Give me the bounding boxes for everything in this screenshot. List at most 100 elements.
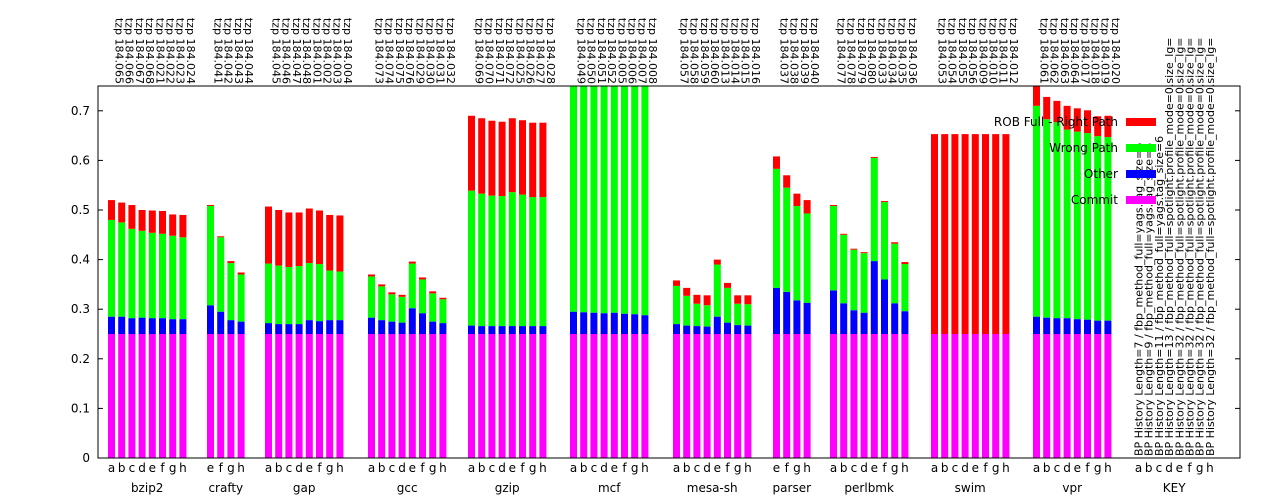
bar-segment-mesa-sh-a-2 <box>673 285 680 325</box>
bar-segment-perlbmk-f-1 <box>881 279 888 334</box>
bar-letter-label: g <box>631 461 639 475</box>
bar-segment-mesa-sh-e-2 <box>713 264 721 317</box>
bar-segment-mesa-sh-g-3 <box>734 295 742 304</box>
bar-letter-label: e <box>611 461 618 475</box>
bar-segment-vpr-b-0 <box>1043 334 1051 458</box>
bar-segment-swim-d-0 <box>961 334 969 458</box>
bar-letter-label: g <box>169 461 177 475</box>
bar-segment-bzip2-b-2 <box>118 222 126 317</box>
bar-segment-gzip-f-1 <box>519 326 526 334</box>
bar-segment-bzip2-c-2 <box>128 228 136 319</box>
bar-segment-vpr-b-2 <box>1043 119 1051 318</box>
key-description: BP History Length=13 / fbp_method_full=s… <box>1163 37 1176 456</box>
bar-segment-gcc-f-1 <box>419 313 426 334</box>
bar-segment-bzip2-f-0 <box>159 334 166 458</box>
benchmark-label-mesa-sh: mesa-sh <box>687 481 738 495</box>
bar-segment-mesa-sh-d-2 <box>703 305 711 327</box>
bar-top-label: tzp 184.038 <box>788 18 801 84</box>
bar-segment-gzip-h-0 <box>539 334 547 458</box>
bar-top-label: tzp 184.010 <box>987 18 1000 84</box>
bar-top-label: tzp 184.022 <box>164 18 177 84</box>
bar-top-label: tzp 184.047 <box>290 18 303 84</box>
bar-segment-vpr-h-2 <box>1104 137 1112 321</box>
bar-letter-label: e <box>871 461 878 475</box>
bar-segment-perlbmk-f-2 <box>881 202 888 280</box>
bar-segment-gcc-h-1 <box>439 323 447 334</box>
y-tick-label: 0 <box>82 451 90 465</box>
bar-segment-vpr-h-1 <box>1104 320 1112 334</box>
bar-segment-crafty-f-0 <box>217 334 225 458</box>
bar-segment-bzip2-c-3 <box>128 205 136 229</box>
bar-segment-mesa-sh-e-1 <box>713 316 721 334</box>
bar-segment-mcf-c-1 <box>590 312 598 334</box>
bar-segment-gcc-d-1 <box>398 322 406 334</box>
bar-segment-gzip-c-1 <box>488 326 496 334</box>
bar-letter-label: e <box>773 461 780 475</box>
bar-segment-gap-b-0 <box>275 334 283 458</box>
bar-letter-label: d <box>703 461 711 475</box>
bar-segment-gcc-b-1 <box>378 320 386 334</box>
bar-segment-mesa-sh-e-0 <box>713 334 721 458</box>
bar-letter-label: d <box>498 461 506 475</box>
bar-segment-vpr-c-1 <box>1053 318 1061 334</box>
bar-segment-vpr-g-0 <box>1094 334 1102 458</box>
benchmark-label-perlbmk: perlbmk <box>844 481 894 495</box>
bar-segment-mesa-sh-b-1 <box>683 325 691 334</box>
bar-segment-gap-h-3 <box>336 215 344 272</box>
bar-segment-mcf-h-1 <box>641 315 649 334</box>
y-tick-label: 0.5 <box>71 203 90 217</box>
bar-letter-label: h <box>1002 461 1010 475</box>
bar-segment-perlbmk-d-3 <box>860 252 868 254</box>
bar-segment-gzip-c-3 <box>488 120 496 196</box>
bar-letter-label: b <box>580 461 588 475</box>
bar-letter-label: f <box>1085 461 1090 475</box>
bar-letter-label: b <box>840 461 848 475</box>
bar-top-label: tzp 184.079 <box>855 18 868 84</box>
bar-segment-mcf-f-2 <box>621 86 628 314</box>
bar-letter-label: h <box>744 461 752 475</box>
bar-segment-mcf-g-1 <box>631 314 639 334</box>
bar-segment-parser-h-2 <box>803 213 811 303</box>
bar-segment-perlbmk-c-0 <box>850 334 858 458</box>
y-tick-label: 0.6 <box>71 153 90 167</box>
bar-segment-gap-g-0 <box>326 334 334 458</box>
bar-segment-parser-h-3 <box>803 200 811 214</box>
bar-letter-label: d <box>398 461 406 475</box>
bar-top-label: tzp 184.025 <box>513 18 526 84</box>
bar-segment-crafty-e-2 <box>207 206 214 306</box>
bar-segment-crafty-f-1 <box>217 311 225 334</box>
bar-segment-gap-c-3 <box>285 212 293 268</box>
bar-top-label: tzp 184.027 <box>534 18 547 84</box>
bar-segment-mcf-b-2 <box>580 86 588 313</box>
bar-segment-mcf-h-2 <box>641 86 649 316</box>
bar-segment-swim-g-3 <box>992 134 1000 334</box>
bar-segment-mesa-sh-f-0 <box>724 334 731 458</box>
bar-segment-vpr-f-3 <box>1084 110 1091 134</box>
bar-letter-label: h <box>179 461 187 475</box>
bar-segment-mesa-sh-c-2 <box>693 303 701 327</box>
bar-top-label: tzp 184.024 <box>184 18 197 84</box>
bar-segment-bzip2-e-3 <box>148 210 156 233</box>
bar-segment-crafty-h-1 <box>237 321 245 334</box>
bar-segment-parser-e-0 <box>773 334 780 458</box>
bar-top-label: tzp 184.037 <box>778 18 791 84</box>
bar-segment-perlbmk-c-1 <box>850 310 858 334</box>
bar-segment-mcf-d-2 <box>600 86 608 314</box>
bar-segment-bzip2-c-1 <box>128 318 136 334</box>
bar-segment-gcc-b-0 <box>378 334 386 458</box>
bar-top-label: tzp 184.003 <box>331 18 344 84</box>
bar-segment-vpr-h-0 <box>1104 334 1112 458</box>
bar-segment-perlbmk-e-0 <box>870 334 878 458</box>
bar-letter-label: g <box>529 461 537 475</box>
bar-top-label: tzp 184.011 <box>997 18 1010 84</box>
bar-segment-gcc-e-3 <box>408 261 416 264</box>
bar-segment-swim-f-0 <box>982 334 989 458</box>
bar-letter-label: e <box>306 461 313 475</box>
bar-letter-label: g <box>793 461 801 475</box>
bar-segment-swim-g-0 <box>992 334 1000 458</box>
bar-segment-gap-h-1 <box>336 320 344 334</box>
bar-segment-swim-a-3 <box>931 134 938 334</box>
bar-top-label: tzp 184.044 <box>242 18 255 84</box>
bar-segment-gcc-g-1 <box>429 321 437 334</box>
bar-segment-mcf-g-0 <box>631 334 639 458</box>
